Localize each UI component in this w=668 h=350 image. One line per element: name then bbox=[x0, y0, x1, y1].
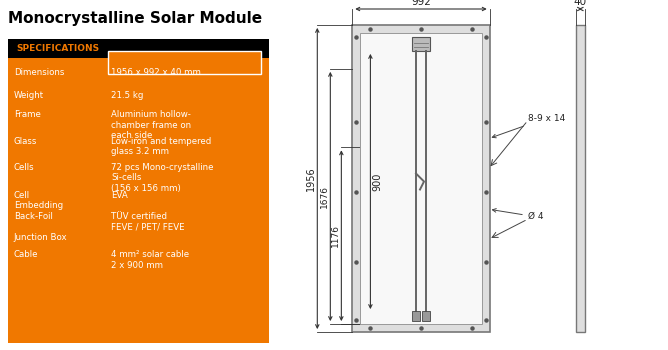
Text: Monocrystalline Solar Module: Monocrystalline Solar Module bbox=[8, 10, 263, 26]
Bar bbox=[108, 51, 261, 74]
Text: SPECIFICATIONS: SPECIFICATIONS bbox=[17, 44, 100, 52]
Text: Low-iron and tempered
glass 3.2 mm: Low-iron and tempered glass 3.2 mm bbox=[111, 136, 211, 156]
Text: 1676: 1676 bbox=[320, 185, 329, 208]
Bar bbox=[8, 38, 269, 343]
Text: Frame: Frame bbox=[14, 110, 41, 119]
Bar bbox=[8, 38, 269, 58]
Text: 72 pcs Mono-crystalline
Si-cells
(156 x 156 mm): 72 pcs Mono-crystalline Si-cells (156 x … bbox=[111, 163, 213, 192]
Text: Glass: Glass bbox=[14, 136, 37, 146]
Text: Cell
Embedding: Cell Embedding bbox=[14, 191, 63, 210]
Bar bbox=[576, 25, 585, 332]
Text: 4 mm² solar cable
2 x 900 mm: 4 mm² solar cable 2 x 900 mm bbox=[111, 250, 189, 270]
Bar bbox=[361, 33, 482, 324]
Text: 40: 40 bbox=[574, 0, 587, 7]
Bar bbox=[412, 37, 430, 51]
Text: Ø 4: Ø 4 bbox=[492, 209, 543, 221]
Text: TÜV certified
FEVE / PET/ FEVE: TÜV certified FEVE / PET/ FEVE bbox=[111, 212, 184, 231]
Text: Back-Foil: Back-Foil bbox=[14, 212, 53, 221]
Text: 8-9 x 14: 8-9 x 14 bbox=[492, 114, 565, 138]
Text: 992: 992 bbox=[411, 0, 431, 7]
Text: 1956 x 992 x 40 mm: 1956 x 992 x 40 mm bbox=[111, 68, 201, 77]
Text: 900: 900 bbox=[372, 172, 382, 191]
Text: 1956: 1956 bbox=[306, 166, 316, 191]
Text: Cable: Cable bbox=[14, 250, 38, 259]
Text: Weight: Weight bbox=[14, 91, 44, 100]
Bar bbox=[412, 311, 420, 321]
Text: Cells: Cells bbox=[14, 163, 35, 172]
Text: 1176: 1176 bbox=[331, 224, 340, 247]
Bar bbox=[422, 311, 430, 321]
Text: EVA: EVA bbox=[111, 191, 128, 200]
Text: Junction Box: Junction Box bbox=[14, 233, 67, 242]
Bar bbox=[353, 25, 490, 332]
Text: Dimensions: Dimensions bbox=[14, 68, 64, 77]
Text: Aluminium hollow-
chamber frame on
each side: Aluminium hollow- chamber frame on each … bbox=[111, 110, 191, 140]
Text: 21.5 kg: 21.5 kg bbox=[111, 91, 143, 100]
